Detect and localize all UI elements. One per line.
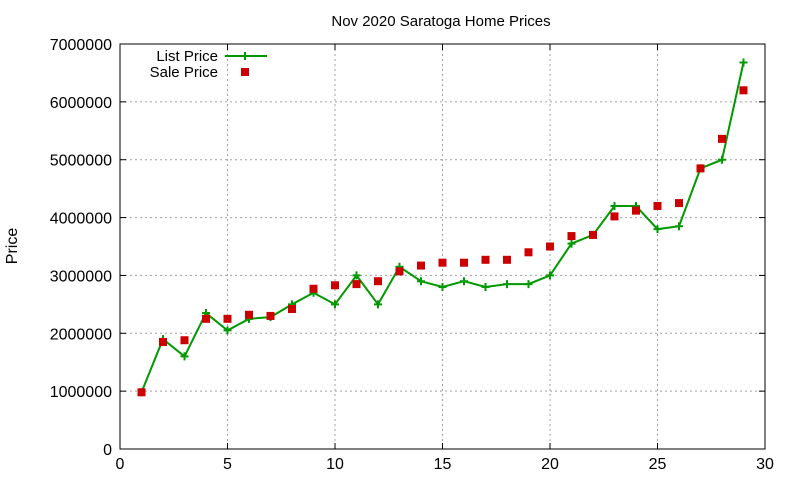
list-price-point xyxy=(567,239,576,248)
legend-cross-swatch xyxy=(241,52,249,60)
list-price-point xyxy=(653,225,662,234)
y-axis-label: Price xyxy=(4,228,21,265)
legend-label: List Price xyxy=(156,48,218,65)
x-tick-label: 10 xyxy=(326,456,344,473)
sale-price-point xyxy=(309,284,318,293)
list-price-point xyxy=(546,271,554,280)
sale-price-point xyxy=(180,336,189,345)
x-tick-label: 0 xyxy=(116,456,125,473)
legend-label: Sale Price xyxy=(150,64,218,81)
list-price-point xyxy=(460,277,468,286)
sale-price-point xyxy=(159,337,167,346)
chart-title: Nov 2020 Saratoga Home Prices xyxy=(331,13,550,30)
sale-price-point xyxy=(438,258,447,267)
y-tick-label: 5000000 xyxy=(50,153,112,170)
y-tick-label: 6000000 xyxy=(50,95,112,112)
sale-price-point xyxy=(589,230,597,239)
list-price-point xyxy=(180,352,189,361)
sale-price-point xyxy=(503,255,511,264)
list-price-point xyxy=(718,155,726,164)
list-price-point xyxy=(739,58,748,67)
sale-price-point xyxy=(481,255,490,264)
x-tick-label: 25 xyxy=(649,456,667,473)
list-price-point xyxy=(331,300,339,309)
list-price-point xyxy=(374,300,382,309)
x-tick-label: 20 xyxy=(541,456,559,473)
sale-price-point xyxy=(567,232,576,241)
legend-square-swatch xyxy=(241,68,249,76)
sale-price-point xyxy=(288,304,296,313)
x-tick-label: 30 xyxy=(756,456,774,473)
sale-price-point xyxy=(653,202,662,210)
sale-price-point xyxy=(546,242,554,251)
list-price-point xyxy=(223,326,232,335)
list-price-point xyxy=(438,283,447,291)
sale-price-point xyxy=(352,280,361,289)
x-tick-label: 5 xyxy=(223,456,232,473)
y-tick-label: 7000000 xyxy=(50,37,112,54)
list-price-point xyxy=(524,280,533,289)
list-price-line xyxy=(140,62,745,393)
sale-price-point xyxy=(266,311,275,320)
sale-price-point xyxy=(202,314,210,323)
sale-price-point xyxy=(610,212,619,221)
sale-price-point xyxy=(718,134,726,143)
y-tick-label: 4000000 xyxy=(50,211,112,228)
list-price-point xyxy=(352,271,361,280)
data-series xyxy=(137,58,748,397)
series-sale-price xyxy=(137,86,748,397)
sale-price-point xyxy=(395,267,404,276)
sale-price-point xyxy=(137,388,146,397)
sale-price-point xyxy=(374,277,382,286)
y-tick-label: 0 xyxy=(103,442,112,459)
list-price-point xyxy=(610,202,619,210)
sale-price-point xyxy=(675,199,683,208)
sale-price-point xyxy=(524,248,533,257)
x-tick-label: 15 xyxy=(434,456,452,473)
list-price-point xyxy=(417,277,425,286)
sale-price-point xyxy=(331,281,339,290)
grid-lines xyxy=(120,44,765,449)
sale-price-point xyxy=(739,86,748,95)
sale-price-point xyxy=(223,314,232,323)
sale-price-point xyxy=(417,261,425,270)
sale-price-point xyxy=(696,164,705,173)
sale-price-point xyxy=(632,206,640,215)
y-tick-label: 3000000 xyxy=(50,268,112,285)
list-price-point xyxy=(503,280,511,289)
axis-ticks: 0 5 10 15 20 25 30 0 1000000 2000000 3000000 400000… xyxy=(50,37,774,473)
y-tick-label: 2000000 xyxy=(50,326,112,343)
sale-price-point xyxy=(460,258,468,267)
list-price-point xyxy=(481,283,490,291)
sale-price-point xyxy=(245,310,253,319)
list-price-point xyxy=(675,222,683,231)
y-tick-label: 1000000 xyxy=(50,384,112,401)
